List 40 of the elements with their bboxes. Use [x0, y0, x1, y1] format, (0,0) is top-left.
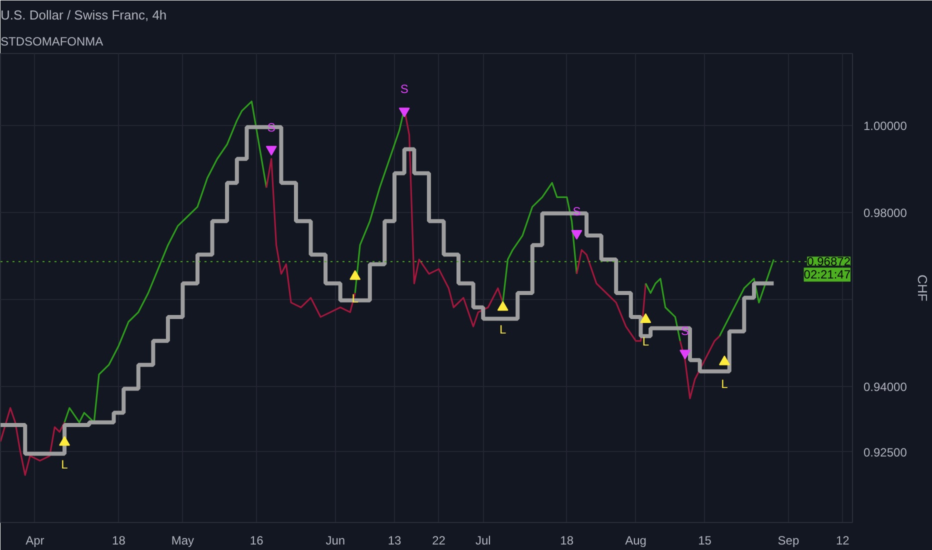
data-label: S	[400, 82, 408, 96]
y-tick-label: 0.92500	[864, 445, 908, 460]
y-tick-label: 1.00000	[864, 118, 908, 133]
line-series	[718, 258, 774, 337]
point	[640, 313, 652, 323]
line-series	[266, 158, 356, 318]
annotation: 02:21:47	[804, 268, 851, 282]
y-tick-label: 0.98000	[864, 206, 908, 220]
data-label: L	[500, 322, 506, 336]
line-series	[0, 407, 66, 476]
chart-title: U.S. Dollar / Swiss Franc, 4h	[0, 8, 167, 22]
point	[398, 108, 410, 118]
data-label: L	[642, 334, 650, 349]
x-tick-label: 12	[836, 534, 850, 548]
ref-line-label: 0.96872	[807, 254, 851, 269]
point	[266, 146, 277, 156]
x-tick-label: Jun	[326, 534, 346, 548]
line-series	[679, 335, 720, 400]
point	[59, 436, 70, 446]
x-tick-label: Aug	[625, 534, 646, 548]
x-tick-label: 15	[698, 534, 712, 548]
data-label: L	[721, 376, 728, 391]
y-axis-title: CHF	[914, 274, 930, 302]
x-tick-label: Apr	[26, 534, 44, 548]
point	[497, 301, 508, 311]
x-tick-label: Jul	[475, 534, 491, 548]
point	[350, 270, 361, 280]
x-tick-label: 22	[432, 534, 446, 548]
point	[571, 230, 582, 240]
x-tick-label: 16	[250, 534, 264, 548]
x-tick-label: Sep	[778, 534, 800, 548]
point	[718, 356, 730, 366]
x-tick-label: 13	[388, 534, 402, 548]
line-series	[64, 100, 268, 424]
x-tick-label: May	[171, 534, 194, 548]
chart-subtitle: STDSOMAFONMA	[0, 34, 104, 48]
x-tick-label: 18	[560, 534, 574, 548]
y-tick-label: 0.94000	[864, 380, 908, 394]
x-tick-label: 18	[112, 534, 126, 548]
data-label: L	[61, 457, 68, 472]
